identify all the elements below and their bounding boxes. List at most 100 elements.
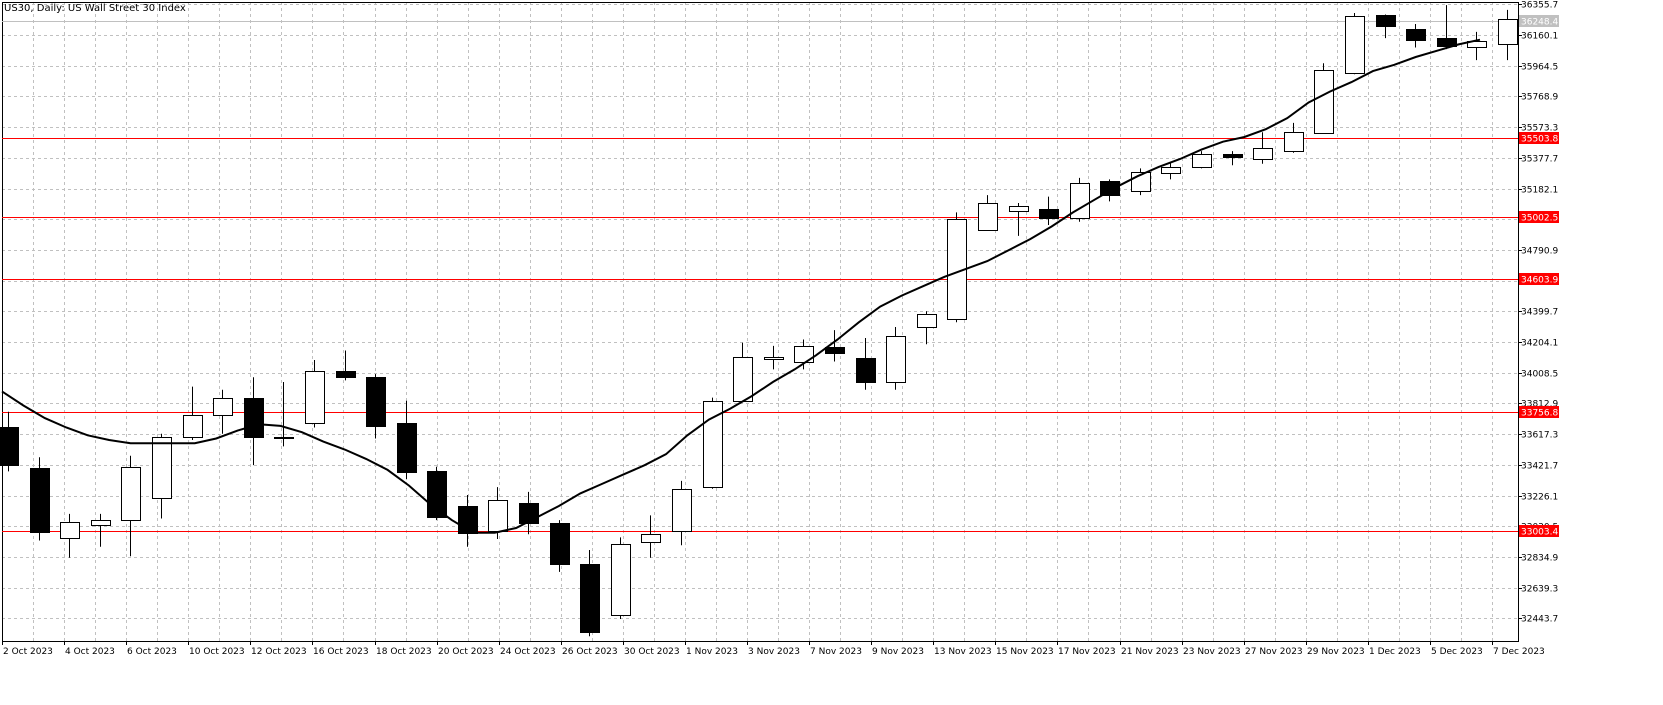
- candles: [0, 5, 1518, 637]
- level-price-label-bg: [1519, 406, 1559, 418]
- chart-title: US30, Daily: US Wall Street 30 Index: [4, 3, 186, 14]
- candle-body: [91, 520, 111, 526]
- x-tick-label: 20 Oct 2023: [438, 647, 494, 657]
- candle-body: [60, 522, 80, 539]
- candle-body: [580, 564, 600, 633]
- candle: [152, 433, 172, 519]
- candle-body: [1437, 38, 1457, 47]
- candle-body: [183, 415, 203, 438]
- candle-body: [1192, 154, 1212, 168]
- x-tick-label: 2 Oct 2023: [3, 647, 53, 657]
- y-tick-label: 35964.5: [1521, 63, 1558, 73]
- x-tick-label: 30 Oct 2023: [624, 647, 680, 657]
- candle-body: [1100, 181, 1120, 196]
- candle-body: [1406, 29, 1426, 41]
- y-tick-label: 33812.9: [1521, 400, 1558, 410]
- level-price-label: 33756.8: [1521, 409, 1558, 419]
- x-tick-label: 13 Nov 2023: [934, 647, 992, 657]
- candle: [550, 520, 570, 572]
- candle-body: [336, 371, 356, 378]
- candle: [1039, 196, 1059, 225]
- candle-body: [856, 358, 876, 383]
- candle: [121, 455, 141, 557]
- candle: [1467, 31, 1487, 61]
- level-price-label: 35002.5: [1521, 214, 1558, 224]
- candle-body: [794, 346, 814, 363]
- level-price-label-bg: [1519, 525, 1559, 537]
- x-tick-label: 7 Dec 2023: [1493, 647, 1545, 657]
- x-tick-label: 23 Nov 2023: [1183, 647, 1241, 657]
- candle: [366, 374, 386, 439]
- candle-body: [1253, 148, 1273, 160]
- candle-body: [244, 398, 264, 438]
- candle-body: [427, 471, 447, 518]
- x-tick-label: 7 Nov 2023: [810, 647, 862, 657]
- candle: [183, 386, 203, 441]
- candle: [60, 513, 80, 558]
- candle-body: [1284, 132, 1304, 152]
- x-tick-label: 26 Oct 2023: [562, 647, 618, 657]
- candle-body: [1314, 70, 1334, 134]
- candle: [917, 311, 937, 345]
- candle-body: [121, 467, 141, 521]
- candle: [0, 411, 19, 472]
- x-tick-label: 9 Nov 2023: [872, 647, 924, 657]
- x-tick-label: 12 Oct 2023: [251, 647, 307, 657]
- candle: [641, 515, 661, 558]
- candle: [1376, 14, 1396, 39]
- candle: [91, 513, 111, 547]
- candle: [672, 480, 692, 546]
- y-tick-label: 34008.5: [1521, 370, 1558, 380]
- candle-body: [825, 347, 845, 354]
- candle-body: [886, 336, 906, 383]
- candle: [978, 195, 998, 231]
- candle-body: [641, 534, 661, 543]
- candle-body: [488, 500, 508, 532]
- y-tick-label: 35768.9: [1521, 93, 1558, 103]
- y-tick-label: 34790.9: [1521, 247, 1558, 257]
- y-tick-label: 35573.3: [1521, 124, 1558, 134]
- candle-body: [305, 371, 325, 424]
- candle-body: [1376, 15, 1396, 27]
- candle-body: [978, 203, 998, 231]
- x-tick-label: 24 Oct 2023: [500, 647, 556, 657]
- candle-body: [672, 489, 692, 532]
- y-tick-label: 36160.1: [1521, 32, 1558, 42]
- candle: [1070, 177, 1090, 222]
- y-tick-label: 35182.1: [1521, 186, 1558, 196]
- candle-body: [703, 401, 723, 488]
- candle-body: [1070, 183, 1090, 219]
- current-price-label: 36248.4: [1521, 18, 1558, 28]
- candle: [1314, 63, 1334, 134]
- candle-body: [733, 357, 753, 402]
- candle: [1406, 23, 1426, 48]
- candle: [427, 466, 447, 521]
- candle: [1284, 122, 1304, 153]
- candle-body: [366, 377, 386, 427]
- candle: [1345, 12, 1365, 75]
- y-tick-label: 34399.7: [1521, 308, 1558, 318]
- y-tick-label: 33617.3: [1521, 431, 1558, 441]
- x-tick-label: 15 Nov 2023: [996, 647, 1054, 657]
- y-tick-label: 32834.9: [1521, 554, 1558, 564]
- candle: [1009, 202, 1029, 236]
- candle-body: [0, 427, 19, 466]
- candle: [336, 350, 356, 381]
- y-tick-label: 32443.7: [1521, 615, 1558, 625]
- x-tick-label: 10 Oct 2023: [189, 647, 245, 657]
- candle: [856, 337, 876, 390]
- candle: [703, 397, 723, 489]
- candle: [1253, 132, 1273, 164]
- candle-body: [213, 398, 233, 416]
- candle: [947, 212, 967, 323]
- candle-body: [1039, 209, 1059, 219]
- level-price-label-bg: [1519, 273, 1559, 285]
- candle-body: [1467, 41, 1487, 48]
- level-price-label: 35503.8: [1521, 135, 1558, 145]
- y-tick-label: 32639.3: [1521, 585, 1558, 595]
- candle-body: [397, 423, 417, 473]
- candle-body: [274, 437, 294, 439]
- candle-body: [611, 544, 631, 616]
- y-tick-label: 35377.7: [1521, 155, 1558, 165]
- level-price-label-bg: [1519, 132, 1559, 144]
